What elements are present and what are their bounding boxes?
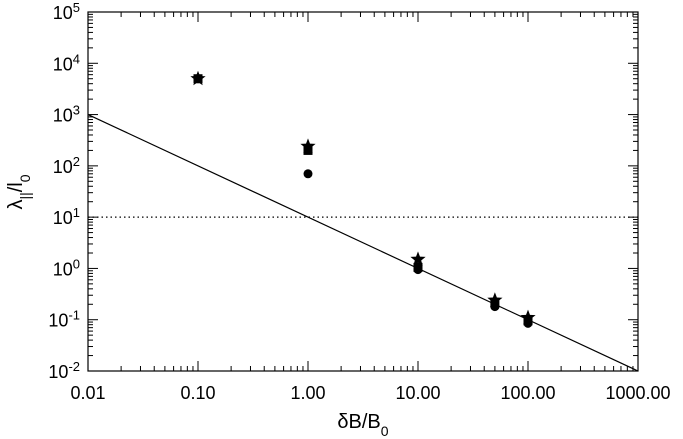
plot-frame (87, 11, 639, 372)
square-marker (303, 145, 313, 155)
reference-lines (87, 114, 639, 372)
y-tick-labels: 10-2 10-1 100 101 102 103 104 105 (48, 0, 80, 382)
x-tick-labels: 0.01 0.10 1.00 10.00 100.00 1000.00 (70, 383, 670, 403)
y-axis-label-sub1: || (17, 192, 33, 199)
x-tick-label: 0.10 (180, 383, 215, 403)
y-tick-label: 102 (53, 153, 80, 177)
star-marker (487, 292, 503, 307)
x-tick-label: 10.00 (395, 383, 440, 403)
y-tick-label: 105 (53, 0, 80, 23)
star-marker (410, 251, 426, 266)
star-marker (300, 138, 316, 153)
axis-ticks (87, 11, 639, 372)
x-tick-label: 1000.00 (605, 383, 670, 403)
y-tick-label: 10-2 (48, 359, 80, 383)
x-tick-label: 100.00 (500, 383, 555, 403)
y-axis-label: λ||/l0 (5, 174, 33, 209)
y-axis-label-sub2: 0 (17, 174, 33, 182)
y-axis-label-p1: λ (5, 200, 27, 210)
y-tick-label: 100 (53, 256, 80, 280)
y-axis-label-p2: /l (5, 182, 27, 192)
x-tick-label: 0.01 (70, 383, 105, 403)
y-tick-label: 10-1 (48, 307, 80, 331)
diagonal-fit-line (87, 114, 639, 372)
star-marker (190, 70, 206, 86)
x-axis-label-sub: 0 (381, 423, 389, 439)
square-marker (413, 262, 423, 272)
x-axis-label-main: δB/B (337, 411, 380, 433)
y-tick-label: 104 (53, 51, 80, 75)
x-axis-label: δB/B0 (337, 411, 388, 439)
circle-marker (303, 169, 313, 179)
data-points (190, 70, 536, 328)
star-marker (520, 309, 536, 325)
y-tick-label: 101 (53, 205, 80, 229)
x-tick-label: 1.00 (290, 383, 325, 403)
y-tick-label: 103 (53, 102, 80, 126)
